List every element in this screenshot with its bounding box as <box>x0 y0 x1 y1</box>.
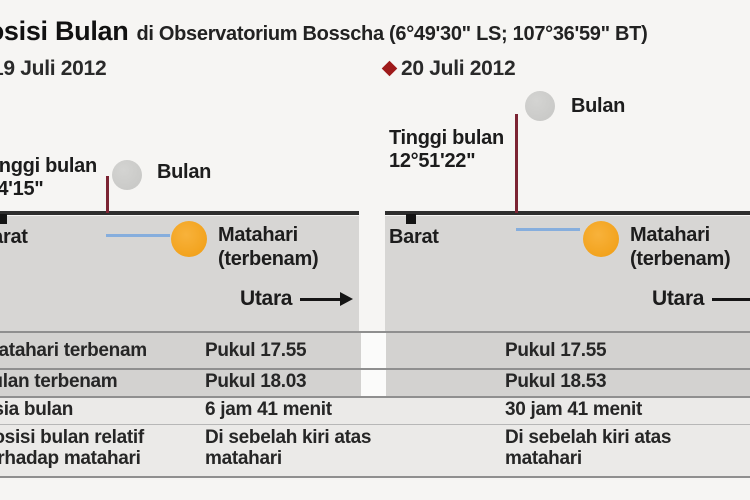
table-cell-right: Pukul 18.53 <box>505 371 607 392</box>
moon-circle <box>112 160 142 190</box>
altitude-label: Tinggi bulan <box>389 127 504 149</box>
north-arrow-icon <box>300 291 354 306</box>
west-label: Barat <box>0 226 28 248</box>
table-divider <box>0 331 750 333</box>
altitude-value: 1°54'15" <box>0 178 44 200</box>
table-cell-right: 30 jam 41 menit <box>505 399 643 420</box>
table-row <box>0 425 750 476</box>
table-row-label: Usia bulan <box>0 399 74 420</box>
north-label: Utara <box>240 287 293 310</box>
west-tick-marker <box>0 214 7 224</box>
table-row <box>0 370 750 396</box>
table-row <box>0 398 750 424</box>
sun-state-label: (terbenam) <box>630 248 731 270</box>
north-indicator: Utara <box>240 287 354 311</box>
table-divider <box>0 396 750 398</box>
table-cell-right: Pukul 17.55 <box>505 340 607 361</box>
ground-area <box>385 216 750 332</box>
date-label-19-juli: 19 Juli 2012 <box>0 57 107 81</box>
altitude-value: 12°51'22" <box>389 150 476 172</box>
table-row-label: Posisi bulan relatif terhadap matahari <box>0 427 144 469</box>
sun-reference-line <box>106 234 170 237</box>
sun-label-text: Matahari <box>218 224 298 246</box>
sun-circle <box>583 221 619 257</box>
table-row-label: Bulan terbenam <box>0 371 118 392</box>
horizon-line <box>0 211 359 215</box>
date-text: 20 Juli 2012 <box>401 57 516 80</box>
table-cell-right: Di sebelah kiri atas matahari <box>505 427 672 469</box>
table-cell-left: Pukul 17.55 <box>205 340 307 361</box>
moon-label: Bulan <box>571 95 626 117</box>
page-title: Posisi Bulan di Observatorium Bosscha (6°… <box>0 11 648 48</box>
sun-reference-line <box>516 228 580 231</box>
title-main: Posisi Bulan <box>0 16 129 46</box>
moon-altitude-line <box>106 176 109 213</box>
diamond-bullet-icon <box>381 60 398 77</box>
title-subtitle: di Observatorium Bosscha (6°49'30" LS; 1… <box>136 23 648 45</box>
sun-label: Matahari (terbenam) <box>218 223 319 271</box>
north-label: Utara <box>652 287 705 310</box>
north-arrow-icon <box>712 297 750 301</box>
date-text: 19 Juli 2012 <box>0 57 107 80</box>
north-indicator: Utara <box>652 287 750 311</box>
west-label: Barat <box>389 226 439 248</box>
table-cell-left: 6 jam 41 menit <box>205 399 332 420</box>
table-cell-left: Pukul 18.03 <box>205 371 307 392</box>
table-divider <box>0 368 750 370</box>
moon-altitude-line <box>515 114 518 213</box>
sun-label-text: Matahari <box>630 224 710 246</box>
date-label-20-juli: 20 Juli 2012 <box>381 57 516 81</box>
table-cell-left: Di sebelah kiri atas matahari <box>205 427 372 469</box>
horizon-line <box>385 211 750 215</box>
sun-state-label: (terbenam) <box>218 248 319 270</box>
moon-circle <box>525 91 555 121</box>
west-tick-marker <box>406 214 416 224</box>
table-divider <box>0 424 750 425</box>
table-row <box>0 333 750 368</box>
sun-circle <box>171 221 207 257</box>
sun-label: Matahari (terbenam) <box>630 223 731 271</box>
altitude-label: Tinggi bulan <box>0 155 97 177</box>
table-divider <box>0 476 750 478</box>
moon-label: Bulan <box>157 161 212 183</box>
table-row-label: Matahari terbenam <box>0 340 147 361</box>
